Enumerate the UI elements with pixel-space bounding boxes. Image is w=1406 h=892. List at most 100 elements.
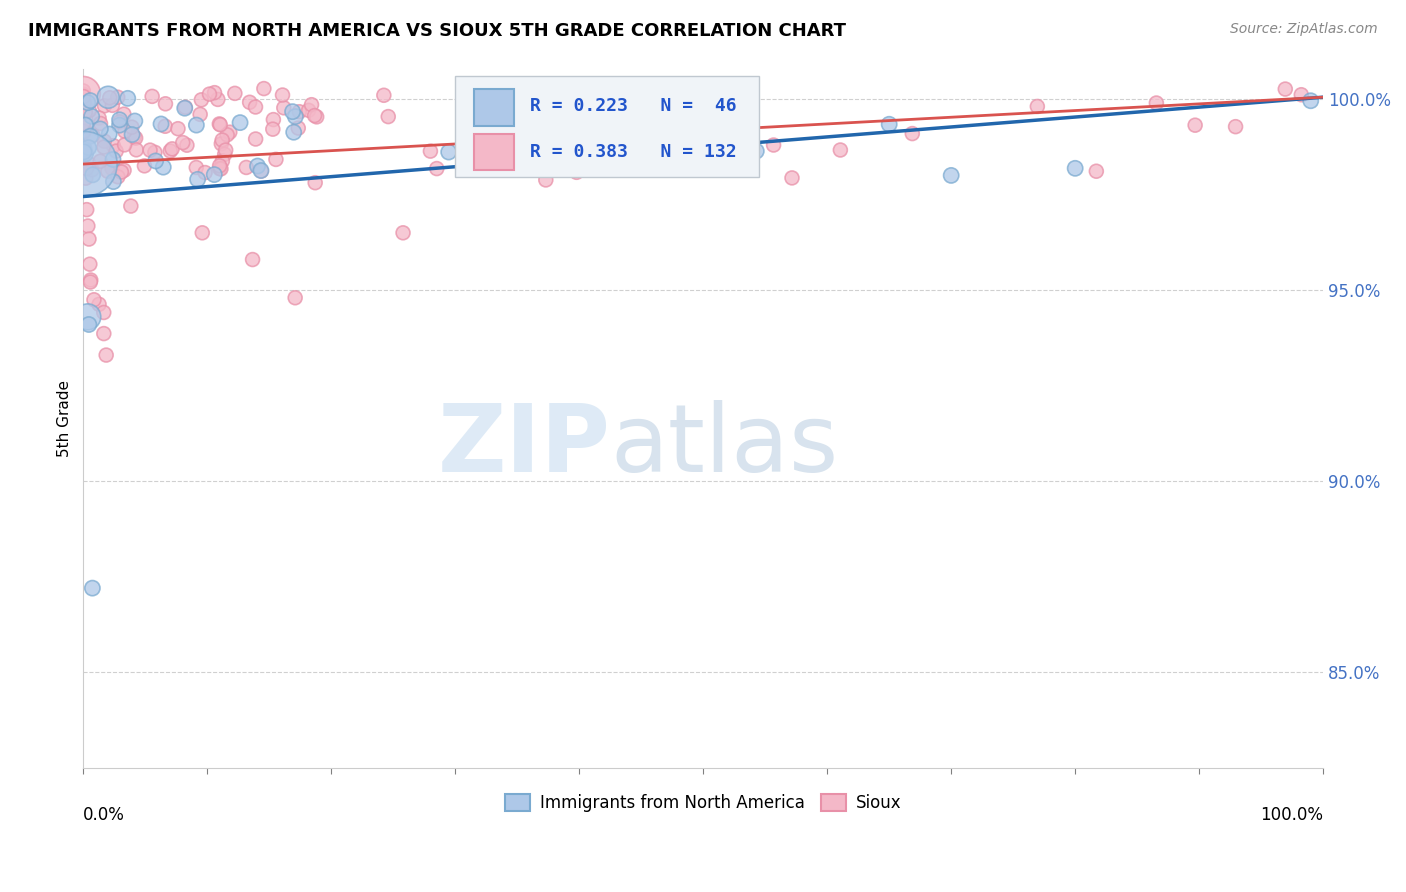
Point [262, 122, 284, 136]
Point [419, 144, 441, 158]
Point [114, 137, 136, 152]
Point [190, 93, 212, 107]
Point [73, 95, 96, 110]
Point [73, 148, 96, 162]
Point [283, 125, 305, 139]
Point [93, 134, 115, 148]
Point [124, 114, 146, 128]
Point [262, 112, 284, 127]
Point [250, 163, 273, 178]
Point [121, 128, 143, 142]
Point [73, 143, 96, 157]
Point [191, 226, 214, 240]
Point [215, 143, 238, 157]
Point [79, 275, 101, 289]
Point [75, 105, 97, 120]
Point [77, 103, 100, 118]
Point [1299, 94, 1322, 108]
Point [606, 95, 628, 109]
Text: 0.0%: 0.0% [83, 806, 125, 824]
Point [1225, 120, 1247, 134]
Point [134, 159, 156, 173]
Point [235, 161, 257, 175]
Point [76, 202, 98, 217]
Point [284, 291, 307, 305]
Point [207, 92, 229, 106]
Point [242, 252, 264, 267]
Point [246, 159, 269, 173]
Point [93, 326, 115, 341]
Point [1291, 87, 1313, 102]
Point [245, 132, 267, 146]
Point [73, 139, 96, 153]
Point [82, 581, 104, 595]
Point [112, 163, 135, 178]
Point [159, 144, 181, 158]
Point [723, 105, 745, 120]
Point [79, 129, 101, 144]
Point [176, 138, 198, 153]
Point [229, 115, 252, 129]
Point [72, 125, 94, 139]
Point [110, 165, 132, 179]
Point [152, 160, 174, 174]
Point [76, 219, 98, 233]
Point [76, 161, 98, 176]
Point [76, 310, 98, 324]
Point [97, 164, 120, 178]
Point [141, 89, 163, 103]
Point [474, 145, 496, 159]
Point [304, 109, 326, 123]
Point [288, 104, 311, 119]
Point [745, 144, 768, 158]
Point [211, 153, 233, 168]
Point [79, 257, 101, 271]
Point [186, 161, 208, 175]
Point [73, 124, 96, 138]
Point [373, 88, 395, 103]
Point [271, 88, 294, 103]
Point [214, 147, 236, 161]
Point [117, 91, 139, 105]
Text: R = 0.223   N =  46: R = 0.223 N = 46 [530, 96, 737, 114]
Point [79, 94, 101, 108]
Point [551, 94, 574, 108]
Point [1026, 99, 1049, 113]
Point [82, 168, 104, 182]
Point [89, 122, 111, 136]
Point [93, 99, 115, 113]
Point [188, 107, 211, 121]
Point [172, 136, 194, 150]
Point [87, 111, 110, 125]
Point [125, 143, 148, 157]
Point [564, 144, 586, 158]
Point [139, 143, 162, 157]
Point [108, 118, 131, 132]
Point [1184, 118, 1206, 132]
Point [72, 89, 94, 103]
Point [77, 141, 100, 155]
Point [239, 95, 262, 110]
Point [941, 169, 963, 183]
Point [173, 101, 195, 115]
Point [150, 117, 173, 131]
Point [97, 90, 120, 104]
Point [224, 87, 246, 101]
Point [153, 120, 176, 134]
Point [301, 97, 323, 112]
Point [80, 109, 103, 123]
Text: ZIP: ZIP [437, 401, 610, 492]
Point [209, 161, 232, 176]
Point [202, 168, 225, 182]
Point [93, 140, 115, 154]
Point [77, 318, 100, 332]
Point [77, 232, 100, 246]
Point [211, 133, 233, 147]
Point [186, 118, 208, 132]
Point [108, 115, 131, 129]
Point [284, 110, 307, 124]
Y-axis label: 5th Grade: 5th Grade [58, 380, 72, 457]
Point [112, 107, 135, 121]
Point [264, 153, 287, 167]
Point [72, 116, 94, 130]
